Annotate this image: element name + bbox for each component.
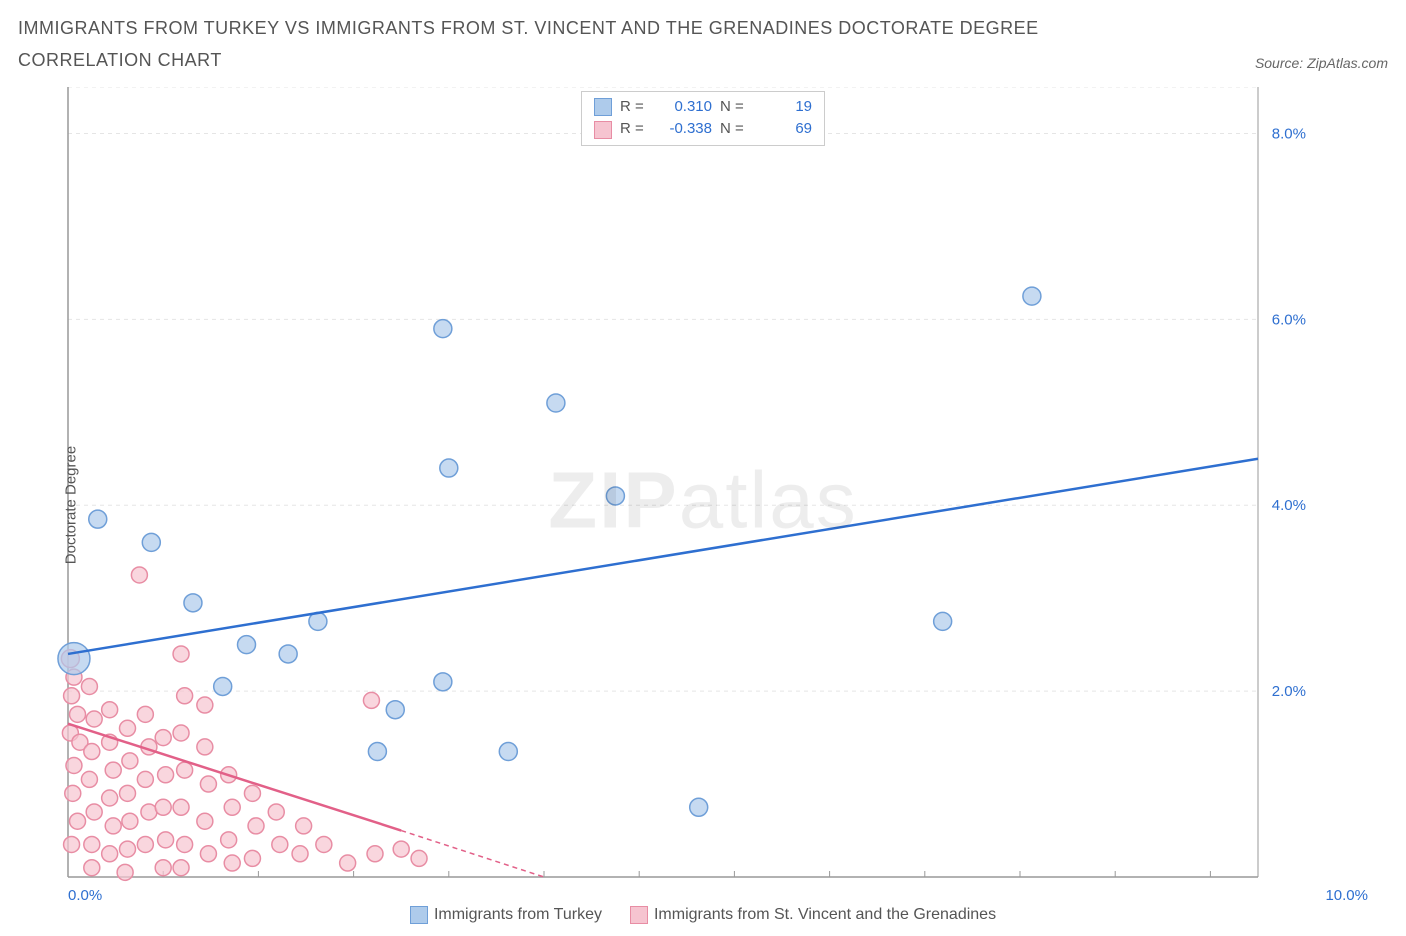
r-label-1: R =	[620, 96, 648, 119]
chart-container: Doctorate Degree ZIPatlas R = 0.310 N = …	[18, 87, 1388, 924]
n-value-1: 19	[756, 96, 812, 119]
legend-label-2: Immigrants from St. Vincent and the Gren…	[654, 906, 996, 924]
legend-swatch-2	[630, 906, 648, 924]
legend-swatch-1	[410, 906, 428, 924]
chart-title: IMMIGRANTS FROM TURKEY VS IMMIGRANTS FRO…	[18, 12, 1118, 77]
x-tick-min: 0.0%	[68, 887, 102, 904]
r-label-2: R =	[620, 118, 648, 141]
legend-row-series-1: R = 0.310 N = 19	[594, 96, 812, 119]
legend-row-series-2: R = -0.338 N = 69	[594, 118, 812, 141]
legend-item-1: Immigrants from Turkey	[410, 906, 602, 924]
legend-item-2: Immigrants from St. Vincent and the Gren…	[630, 906, 996, 924]
x-tick-max: 10.0%	[1325, 887, 1368, 904]
svg-text:2.0%: 2.0%	[1272, 683, 1306, 700]
x-axis-ticks: 0.0% 10.0%	[68, 887, 1368, 904]
svg-text:6.0%: 6.0%	[1272, 311, 1306, 328]
svg-text:4.0%: 4.0%	[1272, 497, 1306, 514]
legend-label-1: Immigrants from Turkey	[434, 906, 602, 924]
scatter-plot: 2.0% 4.0% 6.0% 8.0%	[18, 87, 1328, 887]
source-attribution: Source: ZipAtlas.com	[1255, 55, 1388, 77]
swatch-series-1	[594, 98, 612, 116]
series-legend: Immigrants from Turkey Immigrants from S…	[18, 906, 1388, 924]
y-axis-label: Doctorate Degree	[63, 446, 80, 564]
r-value-2: -0.338	[656, 118, 712, 141]
swatch-series-2	[594, 121, 612, 139]
correlation-legend: R = 0.310 N = 19 R = -0.338 N = 69	[581, 91, 825, 146]
n-label-2: N =	[720, 118, 748, 141]
r-value-1: 0.310	[656, 96, 712, 119]
svg-text:8.0%: 8.0%	[1272, 125, 1306, 142]
n-value-2: 69	[756, 118, 812, 141]
n-label-1: N =	[720, 96, 748, 119]
